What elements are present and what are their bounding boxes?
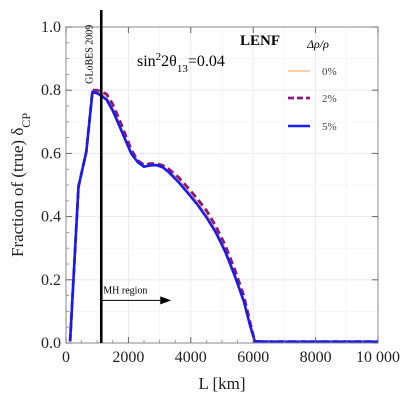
x-tick-label: 6000 [237,349,269,366]
y-tick-label: 0.0 [41,335,61,352]
y-tick-label: 1.0 [41,19,61,36]
axes: 0 2000 4000 6000 8000 10 000 0.0 0.2 0.4 0.6 0.8 1.… [8,19,400,393]
globes-label: GLoBES 2009 [84,25,95,84]
theta13-label: sin22θ13=0.04 [137,51,225,75]
y-axis-title-sub: CP [19,113,33,128]
mh-region-arrowhead [160,296,172,305]
experiment-label: LENF [240,33,280,49]
x-tick-label: 2000 [112,349,144,366]
y-tick-label: 0.8 [41,82,61,99]
annotations: GLoBES 2009 MH region LENF sin22θ13=0.04 [84,10,280,343]
legend-title: Δρ/ρ [306,37,329,51]
y-tick-label: 0.4 [41,209,61,226]
y-tick-label: 0.2 [41,272,61,289]
legend-label-0pct: 0% [322,66,337,78]
x-tick-label: 0 [62,349,70,366]
x-tick-label: 4000 [175,349,207,366]
x-tick-label: 8000 [300,349,332,366]
legend-label-2pct: 2% [322,93,337,105]
legend-label-5pct: 5% [322,121,337,133]
x-axis-title: L [km] [198,374,245,393]
legend: Δρ/ρ 0% 2% 5% [288,37,337,133]
y-tick-label: 0.6 [41,145,61,162]
y-axis-title-main: Fraction of (true) δ [8,128,27,257]
mh-region-label: MH region [103,285,147,296]
y-axis-title: Fraction of (true) δCP [8,113,33,257]
x-tick-label: 10 000 [356,349,400,366]
